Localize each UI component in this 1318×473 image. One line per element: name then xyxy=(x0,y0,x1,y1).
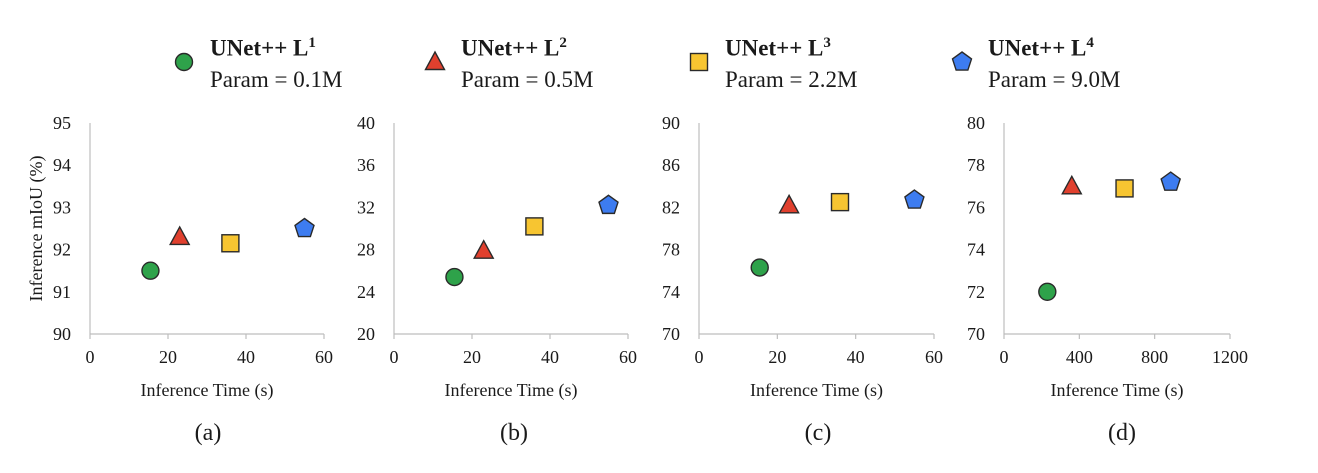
triangle-marker-icon xyxy=(424,50,446,71)
data-point-triangle xyxy=(1061,174,1083,195)
y-tick-label: 90 xyxy=(53,324,71,344)
triangle-legend-marker xyxy=(424,50,446,71)
pentagon-marker-icon xyxy=(951,51,973,71)
x-axis-label: Inference Time (s) xyxy=(1051,380,1184,401)
data-point-pentagon xyxy=(1160,171,1182,191)
x-tick-label: 40 xyxy=(541,347,559,367)
x-tick-label: 60 xyxy=(925,347,943,367)
legend-param: Param = 9.0M xyxy=(988,66,1121,92)
y-tick-label: 93 xyxy=(53,197,71,217)
y-tick-label: 90 xyxy=(662,113,680,133)
y-tick-label: 80 xyxy=(967,113,985,133)
y-tick-label: 94 xyxy=(53,155,71,175)
y-tick-label: 76 xyxy=(967,197,985,217)
legend-param: Param = 0.5M xyxy=(461,66,594,92)
data-point-circle xyxy=(141,261,160,280)
x-tick-label: 60 xyxy=(315,347,333,367)
panel-caption: (c) xyxy=(805,420,832,446)
x-tick-label: 40 xyxy=(237,347,255,367)
data-point-circle xyxy=(445,267,464,287)
pentagon-legend-marker xyxy=(951,51,973,71)
y-tick-label: 70 xyxy=(967,324,985,344)
square-legend-marker xyxy=(689,52,709,72)
data-point-pentagon xyxy=(904,189,925,209)
data-point-square xyxy=(1115,179,1134,198)
y-tick-label: 91 xyxy=(53,282,71,302)
x-tick-label: 0 xyxy=(390,347,399,367)
x-tick-label: 400 xyxy=(1066,347,1093,367)
y-tick-label: 28 xyxy=(357,240,375,260)
x-axis-label: Inference Time (s) xyxy=(445,380,578,401)
x-tick-label: 40 xyxy=(847,347,865,367)
data-point-pentagon xyxy=(294,217,315,238)
x-tick-label: 1200 xyxy=(1212,347,1248,367)
y-axis-label: Inference mIoU (%) xyxy=(26,156,47,302)
data-point-square xyxy=(221,234,240,253)
y-tick-label: 78 xyxy=(967,155,985,175)
circle-legend-marker xyxy=(174,52,194,72)
chart-panel-a: 90 91 92 93 94 95 0 20 40 60 Inference Time (s) Inf… xyxy=(26,113,333,446)
data-point-triangle xyxy=(169,225,191,246)
y-tick-label: 36 xyxy=(357,155,375,175)
y-tick-label: 95 xyxy=(53,113,71,133)
x-tick-label: 20 xyxy=(159,347,177,367)
data-point-circle xyxy=(1038,282,1057,301)
x-tick-label: 0 xyxy=(86,347,95,367)
x-axis-label: Inference Time (s) xyxy=(750,380,883,401)
legend-series-name: UNet++ L1 xyxy=(210,35,316,61)
x-tick-label: 800 xyxy=(1141,347,1168,367)
panel-caption: (b) xyxy=(500,420,528,446)
y-tick-label: 70 xyxy=(662,324,680,344)
legend-series-name: UNet++ L2 xyxy=(461,35,567,61)
y-tick-label: 24 xyxy=(357,282,375,302)
x-tick-label: 60 xyxy=(619,347,637,367)
data-point-square xyxy=(830,192,850,212)
x-tick-label: 20 xyxy=(463,347,481,367)
data-point-pentagon xyxy=(598,194,619,215)
y-tick-label: 32 xyxy=(357,197,375,217)
x-axis-label: Inference Time (s) xyxy=(141,380,274,401)
panel-caption: (d) xyxy=(1108,420,1136,446)
y-tick-label: 78 xyxy=(662,240,680,260)
x-tick-label: 0 xyxy=(1000,347,1009,367)
legend-series-name: UNet++ L4 xyxy=(988,35,1094,61)
x-tick-label: 20 xyxy=(768,347,786,367)
square-marker-icon xyxy=(689,52,709,72)
circle-marker-icon xyxy=(174,52,194,72)
y-tick-label: 86 xyxy=(662,155,680,175)
x-tick-label: 0 xyxy=(695,347,704,367)
y-tick-label: 40 xyxy=(357,113,375,133)
y-tick-label: 20 xyxy=(357,324,375,344)
legend-param: Param = 2.2M xyxy=(725,66,858,92)
y-tick-label: 92 xyxy=(53,240,71,260)
chart-panel-b: 20 24 28 32 36 40 0 20 40 60 Inference Time (s) (b) xyxy=(357,113,637,446)
y-tick-label: 72 xyxy=(967,282,985,302)
data-point-square xyxy=(525,217,544,236)
legend-series-name: UNet++ L3 xyxy=(725,35,831,61)
y-tick-label: 74 xyxy=(662,282,680,302)
data-point-triangle xyxy=(778,193,800,214)
legend: UNet++ L1 Param = 0.1M UNet++ L2 Param = 0.… xyxy=(0,28,1318,100)
y-tick-label: 82 xyxy=(662,197,680,217)
legend-param: Param = 0.1M xyxy=(210,66,343,92)
data-point-triangle xyxy=(473,239,495,259)
chart-panel-c: 70 74 78 82 86 90 0 20 40 60 Inference Time (s) (c) xyxy=(662,113,943,446)
panel-caption: (a) xyxy=(195,420,222,446)
data-point-circle xyxy=(750,258,769,277)
y-tick-label: 74 xyxy=(967,240,985,260)
